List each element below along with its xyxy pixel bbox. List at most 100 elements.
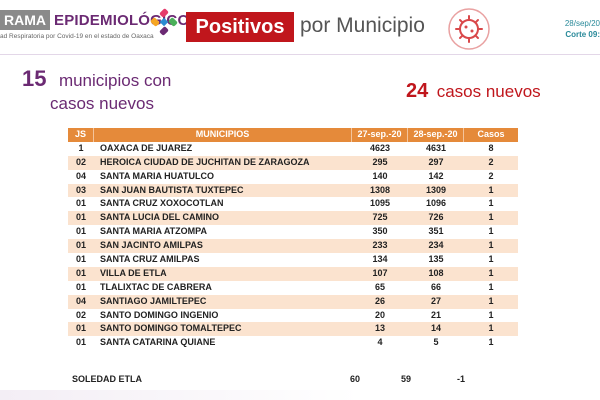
cell-date-2: 1096 xyxy=(425,198,447,209)
cell-js: 01 xyxy=(75,240,86,251)
date-block: 28/sep/20 Corte 09: xyxy=(565,18,600,40)
cell-js: 04 xyxy=(75,170,86,181)
cell-js: 01 xyxy=(75,281,86,292)
cell-js: 01 xyxy=(75,267,86,278)
table-row: 01 VILLA DE ETLA 107 108 1 xyxy=(68,266,518,281)
cell-date-2: 27 xyxy=(430,295,441,306)
table-row: 01 SANTA CRUZ AMILPAS 134 135 1 xyxy=(68,253,518,267)
cell-js: 01 xyxy=(75,323,86,334)
title-por-municipio: por Municipio xyxy=(300,14,425,37)
cell-date-1: 65 xyxy=(374,281,385,292)
header: RAMA EPIDEMIOLÓGICO ad Respiratoria por … xyxy=(0,0,600,56)
cell-js: 02 xyxy=(75,156,86,167)
cell-casos-nuevos: 1 xyxy=(488,226,494,237)
cell-date-2: 234 xyxy=(428,240,444,251)
table-row: 04 SANTIAGO JAMILTEPEC 26 27 1 xyxy=(68,294,518,309)
table-row: 01 SANTA CATARINA QUIANE 4 5 1 xyxy=(68,336,518,351)
cell-date-1: 1095 xyxy=(369,198,391,209)
table-row: 1 OAXACA DE JUAREZ 4623 4631 8 xyxy=(68,141,518,156)
cell-date-2: 108 xyxy=(428,267,444,278)
cell-casos-nuevos: 1 xyxy=(488,240,494,251)
cell-casos-nuevos: 1 xyxy=(488,198,494,209)
cell-date-2: 351 xyxy=(428,226,444,237)
bottom-band xyxy=(0,390,600,400)
header-municipios: MUNICIPIOS xyxy=(94,128,352,142)
cell-date-1: 26 xyxy=(374,295,385,306)
footer-date-2: 59 xyxy=(400,374,411,384)
cell-casos-nuevos: 1 xyxy=(488,323,494,334)
cell-date-1: 4623 xyxy=(369,142,391,153)
cell-js: 01 xyxy=(75,198,86,209)
cell-municipio: SAN JACINTO AMILPAS xyxy=(100,240,203,251)
cell-js: 02 xyxy=(75,309,86,320)
cell-date-1: 350 xyxy=(372,226,388,237)
cell-date-1: 233 xyxy=(372,240,388,251)
cell-casos-nuevos: 1 xyxy=(488,309,494,320)
cell-date-2: 726 xyxy=(428,212,444,223)
cell-casos-nuevos: 1 xyxy=(488,254,494,265)
date-text: 28/sep/20 xyxy=(564,19,600,28)
table-row: 01 TLALIXTAC DE CABRERA 65 66 1 xyxy=(68,280,518,295)
cell-js: 01 xyxy=(75,254,86,265)
cell-municipio: SANTO DOMINGO INGENIO xyxy=(100,309,219,320)
title-positivos: Positivos xyxy=(186,12,294,42)
cell-municipio: SAN JUAN BAUTISTA TUXTEPEC xyxy=(100,184,244,195)
casos-summary: 24 casos nuevos xyxy=(406,80,541,103)
cell-municipio: SANTA CATARINA QUIANE xyxy=(100,337,216,348)
municipios-summary: 15 municipios con casos nuevos xyxy=(22,66,282,114)
footer-date-1: 60 xyxy=(349,374,360,384)
cell-date-1: 725 xyxy=(372,212,388,223)
cell-casos-nuevos: 1 xyxy=(488,337,494,348)
cell-date-1: 134 xyxy=(372,254,388,265)
cell-date-1: 4 xyxy=(377,337,383,348)
table-row: 01 SAN JACINTO AMILPAS 233 234 1 xyxy=(68,239,518,254)
cell-municipio: HEROICA CIUDAD DE JUCHITAN DE ZARAGOZA xyxy=(100,156,310,167)
table-row: 03 SAN JUAN BAUTISTA TUXTEPEC 1308 1309 1 xyxy=(68,183,518,198)
cell-municipio: SANTA CRUZ XOXOCOTLAN xyxy=(100,198,224,209)
cell-date-1: 140 xyxy=(372,170,388,181)
cell-date-2: 5 xyxy=(433,337,439,348)
cell-date-1: 107 xyxy=(372,267,388,278)
casos-count: 24 xyxy=(406,80,429,102)
cell-date-2: 4631 xyxy=(425,142,447,153)
header-divider xyxy=(0,54,600,55)
cell-date-1: 295 xyxy=(372,156,388,167)
cell-js: 01 xyxy=(75,226,86,237)
cell-date-2: 14 xyxy=(430,323,441,334)
table-header-row: JS MUNICIPIOS 27-sep.-20 28-sep.-20 Caso… xyxy=(68,128,518,153)
cell-date-2: 297 xyxy=(428,156,444,167)
footer-municipio: SOLEDAD ETLA xyxy=(72,374,143,384)
cell-casos-nuevos: 1 xyxy=(488,212,494,223)
cell-js: 01 xyxy=(75,212,86,223)
virus-icon xyxy=(448,8,490,50)
header-date-2: 28-sep.-20 xyxy=(408,128,464,142)
header-js: JS xyxy=(68,128,94,142)
table-footer-row: SOLEDAD ETLA 60 59 -1 xyxy=(68,372,518,386)
cell-date-2: 1309 xyxy=(425,184,447,195)
cell-casos-nuevos: 1 xyxy=(488,281,494,292)
corte-text: Corte 09: xyxy=(565,30,600,39)
municipios-text-line2: casos nuevos xyxy=(50,94,154,113)
cell-municipio: SANTO DOMINGO TOMALTEPEC xyxy=(100,323,242,334)
cell-js: 03 xyxy=(75,184,86,195)
cross-logo-icon xyxy=(150,8,178,36)
cell-js: 1 xyxy=(78,142,84,153)
cell-js: 04 xyxy=(75,295,86,306)
table-row: 01 SANTA CRUZ XOXOCOTLAN 1095 1096 1 xyxy=(68,197,518,212)
cell-date-1: 20 xyxy=(374,309,385,320)
cell-municipio: VILLA DE ETLA xyxy=(100,267,167,278)
cell-date-2: 135 xyxy=(428,254,444,265)
table-row: 01 SANTO DOMINGO TOMALTEPEC 13 14 1 xyxy=(68,322,518,337)
table-row: 04 SANTA MARIA HUATULCO 140 142 2 xyxy=(68,169,518,184)
cell-municipio: SANTIAGO JAMILTEPEC xyxy=(100,295,207,306)
table-row: 01 SANTA LUCIA DEL CAMINO 725 726 1 xyxy=(68,211,518,226)
table-row: 02 SANTO DOMINGO INGENIO 20 21 1 xyxy=(68,308,518,323)
cell-municipio: SANTA CRUZ AMILPAS xyxy=(100,254,200,265)
cell-date-1: 13 xyxy=(374,323,385,334)
cell-municipio: OAXACA DE JUAREZ xyxy=(100,142,193,153)
cell-date-2: 21 xyxy=(430,309,441,320)
header-date-1: 27-sep.-20 xyxy=(352,128,408,142)
cell-casos-nuevos: 1 xyxy=(488,184,494,195)
brand-subtitle: ad Respiratoria por Covid-19 en el estad… xyxy=(0,33,154,40)
municipios-text-line1: municipios con xyxy=(58,71,172,90)
